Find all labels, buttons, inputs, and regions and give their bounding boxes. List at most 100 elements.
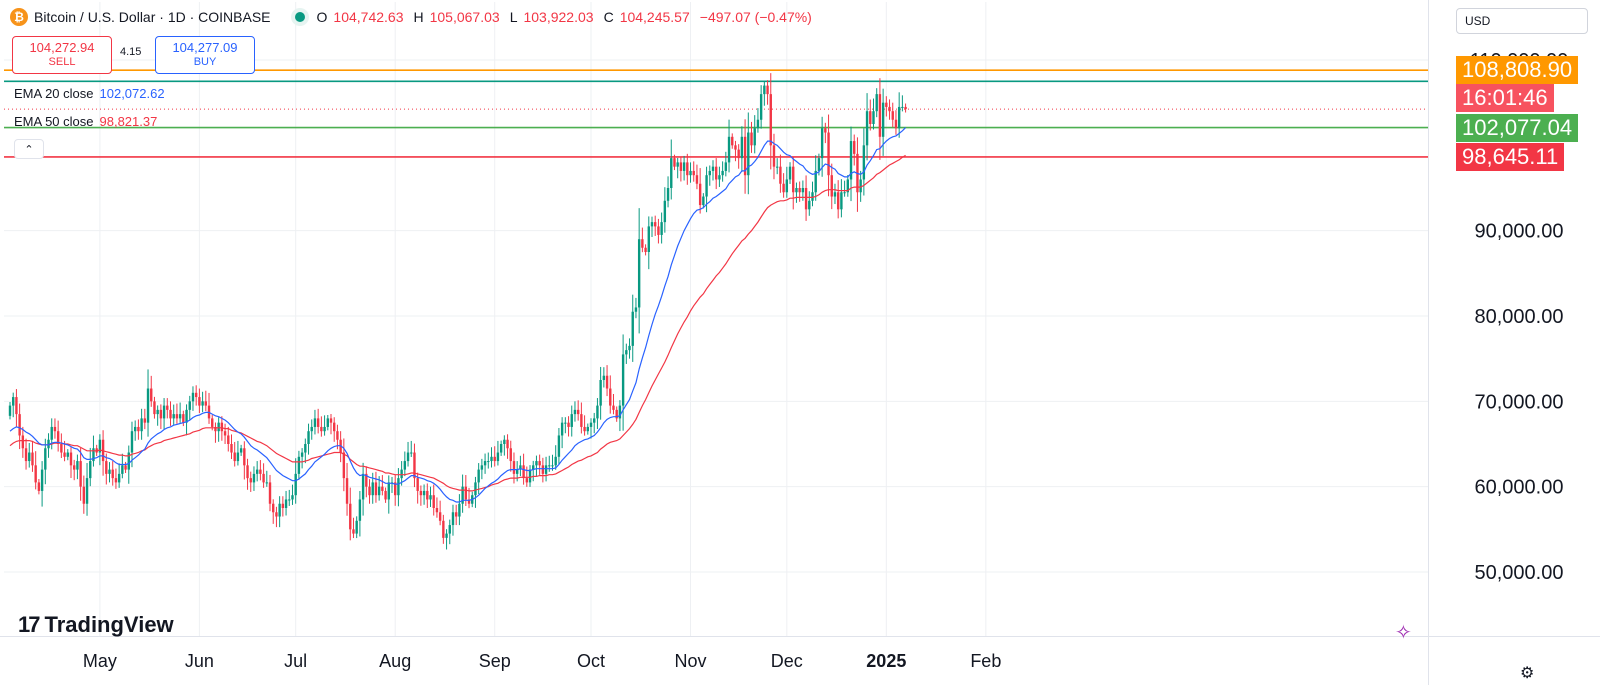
candle-body [853,141,856,154]
candle-body [342,452,346,479]
candle-body [599,380,602,406]
candle-body [881,102,885,137]
candle-body [105,461,108,474]
candle-body [859,179,862,193]
candle-body [654,222,657,227]
symbol-title[interactable]: Bitcoin / U.S. Dollar · 1D · COINBASE [34,9,271,25]
sparkle-icon[interactable]: ✧ [1395,622,1412,644]
candle-body [458,503,461,517]
candle-body [394,482,397,496]
candle-body [525,478,529,483]
candle-body [548,465,551,467]
candle-body [249,478,252,483]
candle-body [801,188,805,193]
candle-body [509,448,512,462]
candle-body [214,426,217,432]
candle-body [355,520,358,534]
ema20-legend[interactable]: EMA 20 close 102,072.62 [14,86,165,101]
candle-body [178,414,182,419]
candle-body [352,529,355,534]
candle-body [875,94,878,112]
candle-body [121,465,124,474]
y-tick-label: 50,000.00 [1475,562,1564,584]
candle-body [679,162,683,171]
candle-body [63,452,66,457]
candle-body [702,196,705,206]
candle-body [448,525,451,534]
candle-body [56,431,60,444]
candle-body [111,469,114,479]
candle-body [69,452,73,466]
tradingview-wordmark: TradingView [44,612,174,637]
candle-body [182,414,185,423]
candle-body [641,239,644,248]
candle-body [737,149,740,159]
candle-body [307,431,310,444]
candle-body [596,405,599,419]
tradingview-logo[interactable]: 17 TradingView [18,612,174,638]
candle-body [557,435,561,457]
candle-body [493,456,496,462]
candle-body [650,222,654,227]
candle-body [544,465,548,474]
candle-body [294,473,297,496]
candle-body [365,473,368,487]
candle-body [127,452,130,470]
candle-body [808,200,811,210]
candle-body [198,397,201,406]
x-tick-label: Sep [479,651,511,671]
candle-body [631,311,634,346]
candle-body [24,448,28,462]
candle-body [503,439,506,444]
candle-body [140,418,143,432]
change-value: −497.07 (−0.47%) [699,9,812,25]
settings-icon[interactable]: ⚙ [1520,665,1535,682]
candle-body [275,512,278,517]
candle-body [175,414,179,419]
candle-body [416,478,419,491]
candle-body [191,392,195,402]
candle-body [297,456,301,474]
candle-body [878,94,882,137]
candle-body [843,192,846,194]
candle-body [47,439,50,449]
candle-body [143,418,147,423]
candle-body [220,422,224,432]
candle-body [628,345,631,351]
ema50-label: EMA 50 close [14,114,94,129]
candle-body [753,128,756,146]
candle-body [349,503,352,530]
candle-body [156,409,159,415]
price-label-alert-high[interactable]: 108,808.90 [1456,56,1579,85]
candle-body [618,405,622,419]
candle-body [403,461,407,470]
candle-body [634,307,638,312]
candle-body [461,486,464,504]
candle-body [721,170,724,176]
market-open-status-icon [294,12,305,22]
currency-select[interactable]: USD [1456,8,1588,34]
candle-body [124,465,127,470]
ema50-legend[interactable]: EMA 50 close 98,821.37 [14,114,157,129]
high-label: H [413,9,424,25]
candle-body [515,469,519,474]
candle-body [824,128,827,133]
sell-button[interactable]: 104,272.94 SELL [12,36,112,74]
candle-body [715,166,718,180]
candle-body [374,482,378,496]
buy-button[interactable]: 104,277.09 BUY [155,36,255,74]
candle-body [519,465,522,470]
candle-body [326,418,329,427]
candle-body [259,469,262,474]
candle-body [166,405,169,410]
y-tick-label: 80,000.00 [1475,306,1564,328]
candle-body [288,499,291,501]
candle-body [811,192,814,201]
candle-body [384,490,387,500]
candle-body [612,405,615,410]
x-tick-label: Oct [577,651,605,671]
candle-body [422,490,426,496]
collapse-legend-button[interactable]: ⌃ [14,139,44,159]
candle-body [535,461,538,466]
